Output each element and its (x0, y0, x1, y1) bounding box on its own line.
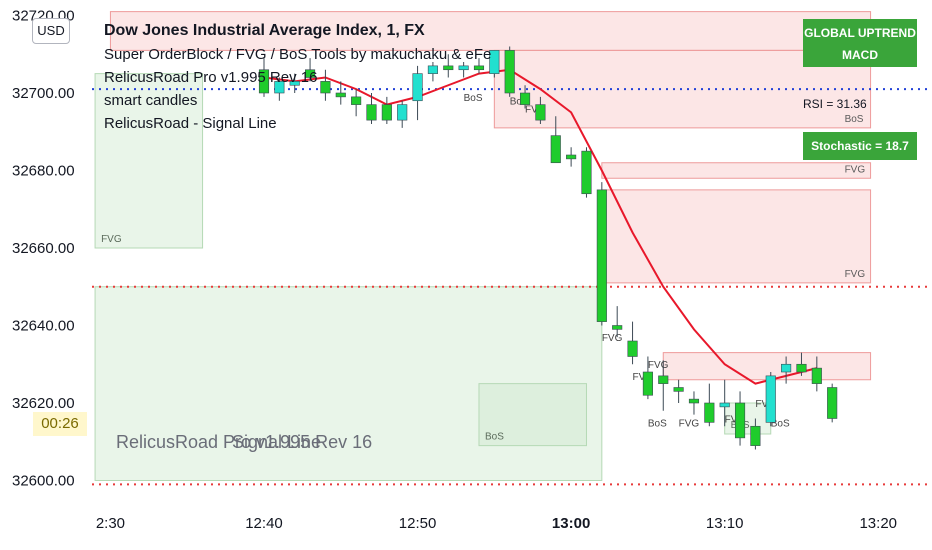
candle-body-0 (258, 69, 270, 94)
y-tick-label-2: 32680.00 (12, 163, 75, 180)
x-tick-label-0: 2:30 (96, 515, 125, 532)
stochastic-badge: Stochastic = 18.7 (803, 132, 917, 160)
candle-body-30 (719, 402, 730, 408)
candle-body-10 (412, 73, 423, 102)
candle-body-9 (397, 104, 408, 121)
candle-body-20 (566, 154, 577, 160)
red-zone-2 (601, 162, 872, 179)
candle-body-21 (581, 150, 592, 195)
candle-body-12 (443, 65, 454, 71)
candle-body-37 (827, 387, 838, 419)
zone-label-6: BoS (648, 418, 667, 429)
candle-body-7 (366, 104, 377, 121)
global-uptrend-badge: GLOBAL UPTREND MACD (803, 19, 917, 67)
green-zone-2 (478, 383, 587, 447)
legend-line-smart-candles[interactable]: smart candles (104, 92, 198, 109)
y-tick-label-4: 32640.00 (12, 318, 75, 335)
candle-body-19 (550, 135, 561, 164)
x-tick-label-5: 13:20 (859, 515, 897, 532)
y-tick-label-3: 32660.00 (12, 240, 75, 257)
candle-body-31 (734, 402, 746, 439)
candle-body-4 (320, 81, 331, 94)
green-zone-label-0: FVG (101, 234, 122, 245)
legend-line-signal-line[interactable]: RelicusRoad - Signal Line (104, 115, 277, 132)
green-zone-0 (94, 73, 204, 249)
candle-body-22 (596, 189, 607, 322)
x-tick-label-2: 12:50 (399, 515, 437, 532)
red-zone-label-3: FVG (845, 269, 866, 280)
candle-body-17 (519, 92, 531, 105)
bar-countdown: 00:26 (33, 412, 87, 436)
watermark-line-2: Signal Line (232, 432, 322, 452)
candle-body-24 (627, 340, 638, 357)
green-zone-3 (724, 402, 772, 435)
y-tick-label-6: 32600.00 (12, 473, 75, 490)
legend-title[interactable]: Dow Jones Industrial Average Index, 1, F… (104, 22, 425, 39)
candle-body-6 (351, 96, 362, 105)
legend-line-orderblock[interactable]: Super OrderBlock / FVG / BoS Tools by ma… (104, 46, 492, 63)
zone-label-5: FVG (648, 360, 669, 371)
candle-body-34 (781, 363, 792, 373)
badge-macd-label: MACD (842, 47, 878, 62)
candle-body-11 (427, 65, 438, 74)
red-zone-label-2: FVG (845, 164, 866, 175)
candle-body-14 (473, 65, 485, 71)
y-tick-label-5: 32620.00 (12, 395, 75, 412)
candle-body-2 (289, 81, 300, 86)
candle-body-1 (274, 81, 285, 94)
zone-label-1: BoS (510, 97, 529, 108)
candle-body-35 (796, 363, 807, 373)
red-zone-4 (662, 352, 872, 381)
currency-selector[interactable]: USD (32, 18, 70, 44)
indicator-legend: Dow Jones Industrial Average Index, 1, F… (104, 22, 491, 138)
candle-body-29 (704, 402, 715, 423)
candle-body-28 (688, 398, 700, 404)
red-zone-label-1: BoS (845, 114, 864, 125)
candle-body-32 (750, 425, 761, 446)
legend-line-relicusroad-pro[interactable]: RelicusRoad Pro v1.995 Rev 16 (104, 69, 318, 86)
watermark-line-1: RelicusRoad Pro v1.995 Rev 16 (116, 432, 373, 452)
badge-trend-label: GLOBAL UPTREND (804, 26, 916, 40)
candle-body-3 (305, 69, 316, 78)
candle-body-23 (612, 325, 623, 330)
candle-body-25 (642, 371, 653, 396)
zone-label-9: BoS (771, 418, 790, 429)
candle-body-16 (504, 50, 515, 94)
zone-label-0: BoS (464, 93, 483, 104)
candle-body-18 (535, 104, 546, 121)
candle-body-27 (673, 387, 684, 392)
candle-body-36 (811, 367, 822, 384)
x-tick-label-3: 13:00 (552, 515, 590, 532)
red-zone-3 (601, 189, 872, 284)
x-tick-label-1: 12:40 (245, 515, 283, 532)
rsi-readout: RSI = 31.36 (803, 97, 867, 111)
candle-body-8 (381, 104, 392, 121)
x-tick-label-4: 13:10 (706, 515, 744, 532)
candle-body-15 (489, 50, 500, 74)
candle-body-13 (458, 65, 469, 71)
green-zone-label-2: BoS (485, 432, 504, 443)
zone-label-3: FVG (602, 333, 623, 344)
candle-body-33 (765, 375, 776, 423)
zone-label-10: FVG (679, 418, 700, 429)
candle-body-26 (658, 375, 669, 384)
y-tick-label-1: 32700.00 (12, 85, 75, 102)
candle-body-5 (335, 92, 346, 98)
